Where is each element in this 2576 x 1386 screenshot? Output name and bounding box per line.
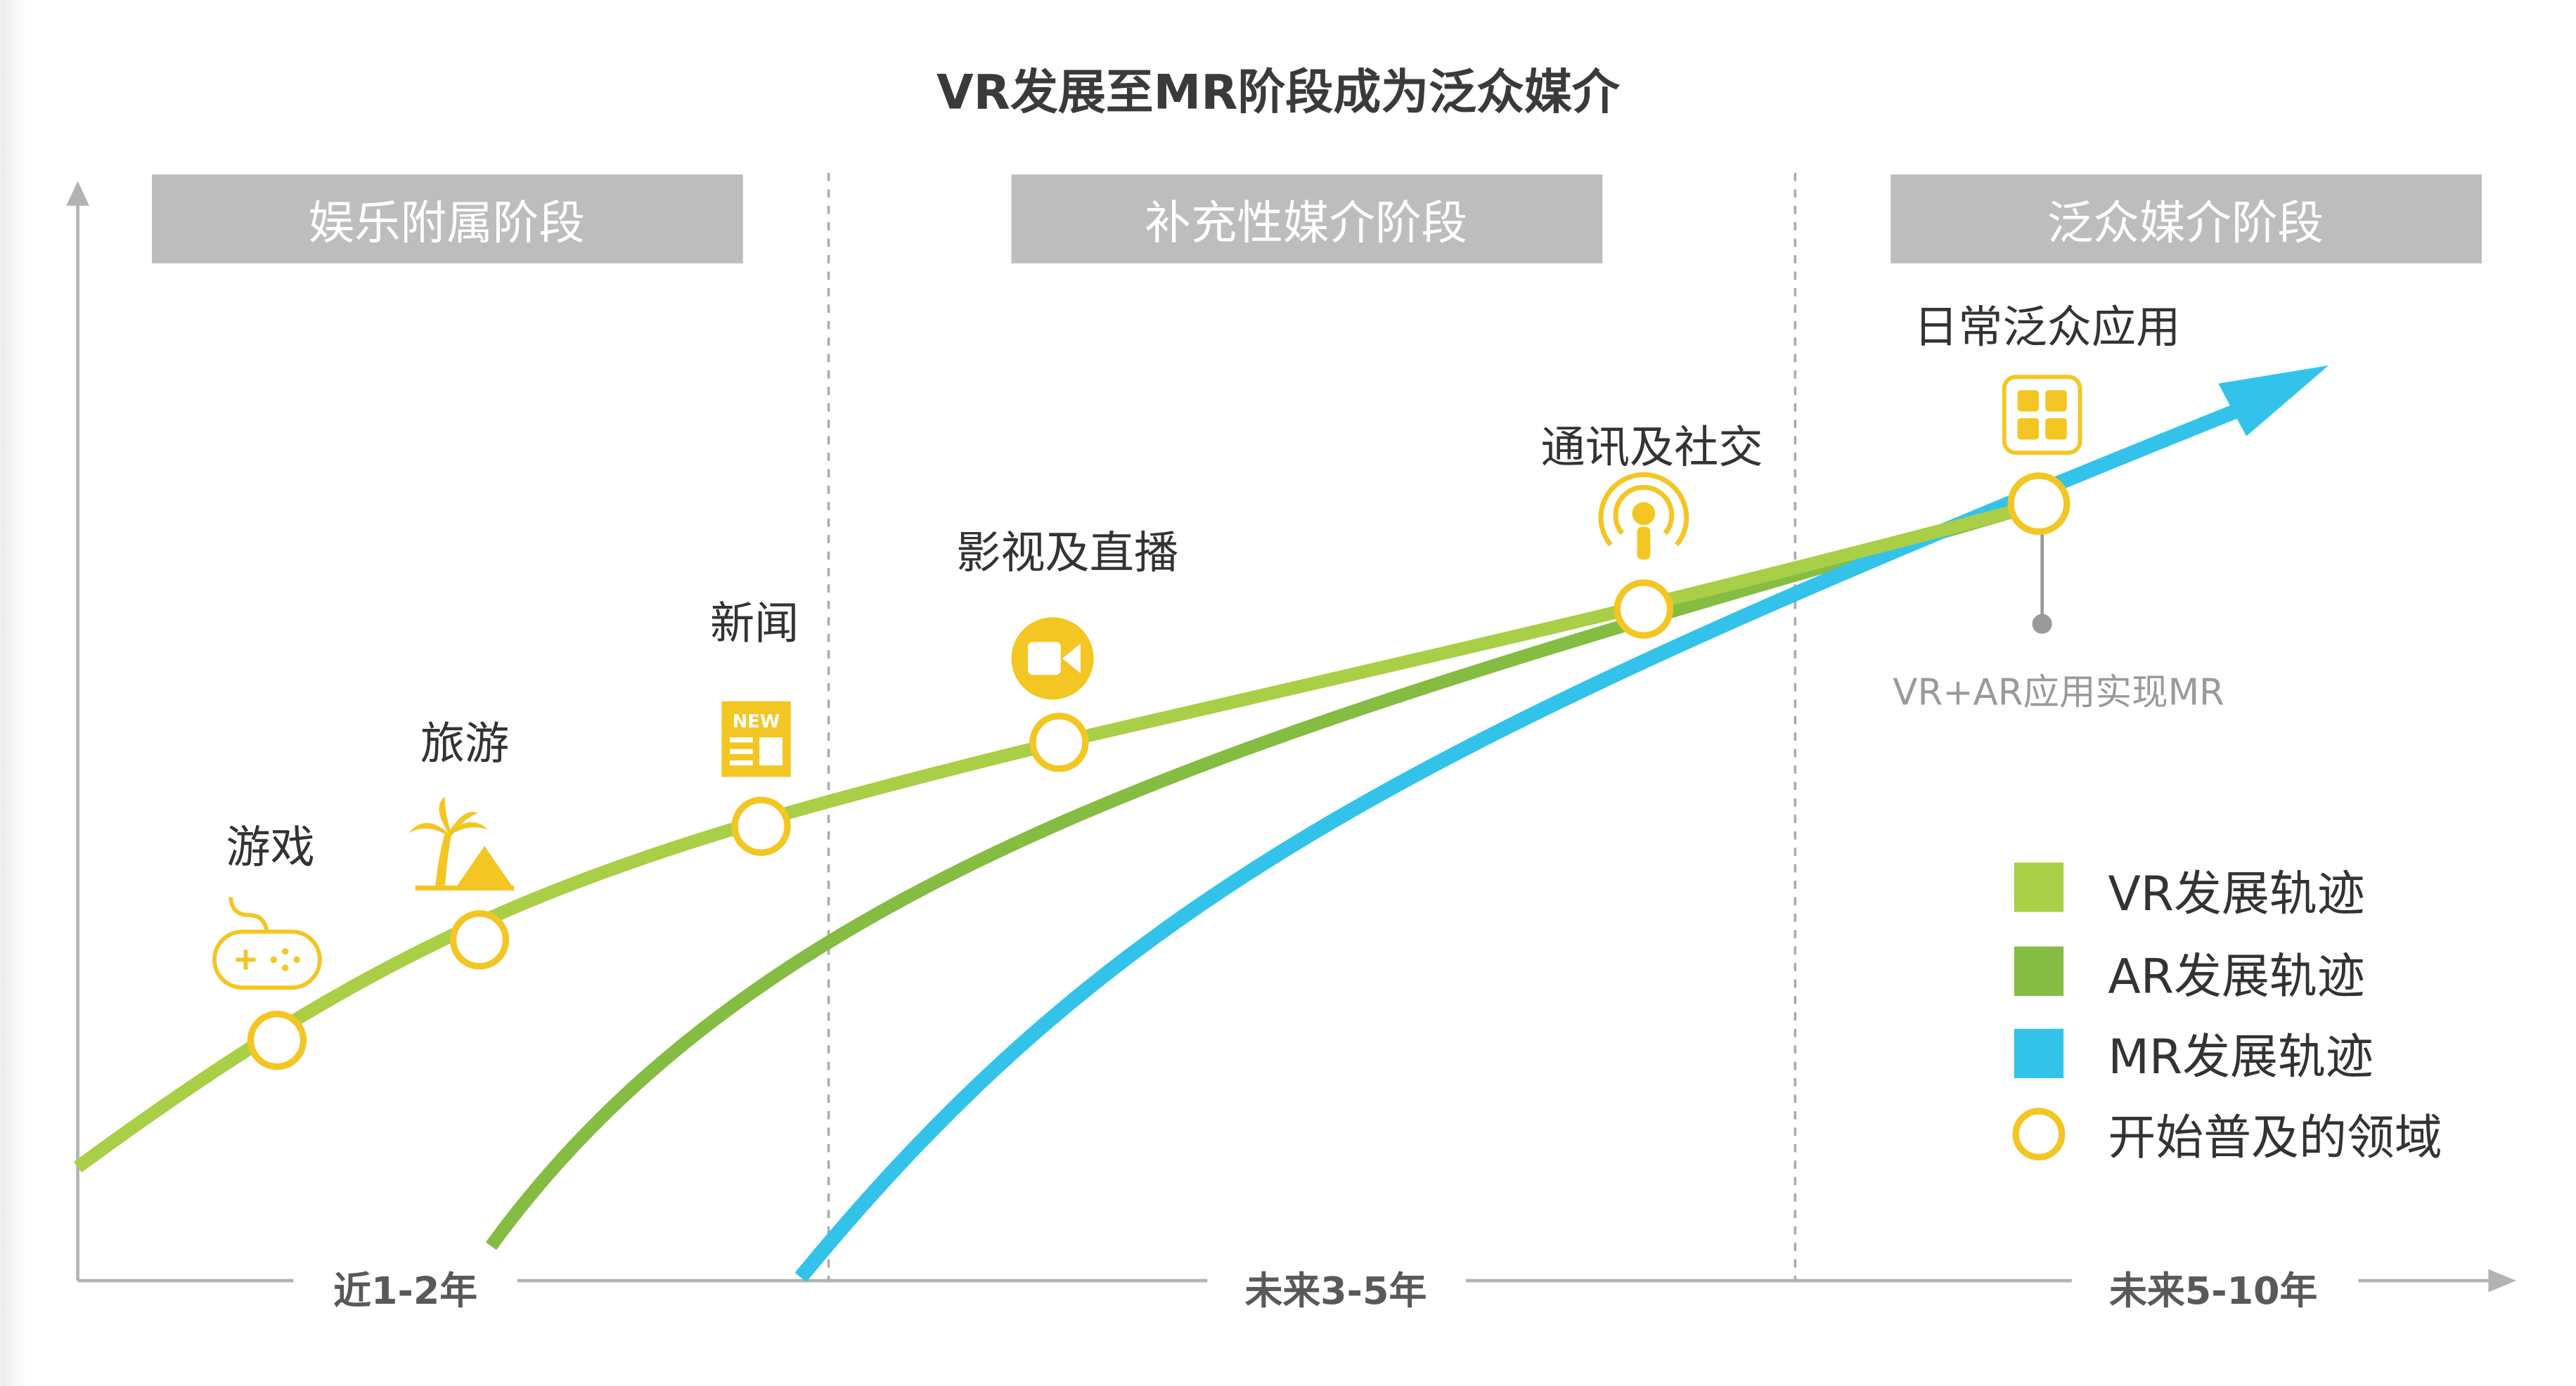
phase-box-entertainment: [151, 174, 743, 264]
legend-swatch-mr: [2014, 1028, 2064, 1079]
phase-label-supplementary: 补充性媒介阶段: [1145, 197, 1467, 250]
legend-label-mr: MR发展轨迹: [2108, 1030, 2373, 1085]
marker-video: [1029, 713, 1089, 772]
domain-label-daily: 日常泛众应用: [1914, 301, 2180, 353]
gamepad-icon: [212, 897, 322, 990]
phase-box-supplementary: [1011, 174, 1603, 264]
podcast-icon: [1598, 472, 1689, 560]
domain-label-social: 通讯及社交: [1541, 421, 1763, 473]
app-grid-icon: [2002, 375, 2082, 455]
mr-arrowhead: [2218, 365, 2329, 436]
edge-shadow: [0, 0, 37, 1386]
newspaper-icon: NEW: [721, 701, 791, 777]
domain-label-video: 影视及直播: [956, 526, 1178, 578]
x-axis-arrow: [2488, 1269, 2517, 1293]
marker-travel: [449, 910, 510, 970]
palm-tree-icon: [408, 796, 515, 891]
marker-news: [731, 796, 791, 856]
mr-note: VR+AR应用实现MR: [1893, 671, 2224, 713]
legend-label-vr: VR发展轨迹: [2108, 867, 2364, 922]
time-label-far: 未来5-10年: [2109, 1269, 2317, 1313]
legend: VR发展轨迹 AR发展轨迹 MR发展轨迹 开始普及的领域: [2012, 862, 2442, 1166]
legend-label-marker: 开始普及的领域: [2108, 1110, 2442, 1166]
phase-box-mass-media: [1891, 174, 2482, 264]
mr-trajectory: [794, 401, 2246, 1283]
legend-ring-marker: [2012, 1108, 2066, 1161]
mr-connector-dot: [2032, 614, 2052, 634]
adoption-markers: [247, 472, 2071, 1070]
legend-swatch-vr: [2014, 862, 2064, 912]
time-label-near: 近1-2年: [333, 1269, 477, 1313]
domain-label-travel: 旅游: [420, 718, 509, 770]
legend-swatch-ar: [2014, 946, 2064, 996]
time-label-mid: 未来3-5年: [1244, 1269, 1427, 1313]
phase-label-mass-media: 泛众媒介阶段: [2047, 197, 2324, 250]
marker-games: [247, 1011, 307, 1070]
vr-trajectory: [74, 503, 2019, 1173]
phase-headers: 娱乐附属阶段 补充性媒介阶段 泛众媒介阶段: [151, 174, 2482, 264]
domain-label-news: 新闻: [710, 597, 799, 649]
diagram-title: VR发展至MR阶段成为泛众媒介: [936, 65, 1621, 121]
legend-label-ar: AR发展轨迹: [2108, 949, 2364, 1004]
domain-label-games: 游戏: [226, 821, 314, 873]
y-axis-arrow: [66, 181, 89, 206]
phase-label-entertainment: 娱乐附属阶段: [309, 197, 585, 250]
marker-daily: [2007, 472, 2071, 536]
ar-trajectory: [485, 504, 2020, 1250]
video-camera-icon: [1011, 617, 1094, 700]
marker-social: [1614, 579, 1674, 639]
newspaper-icon-text: NEW: [733, 711, 780, 732]
